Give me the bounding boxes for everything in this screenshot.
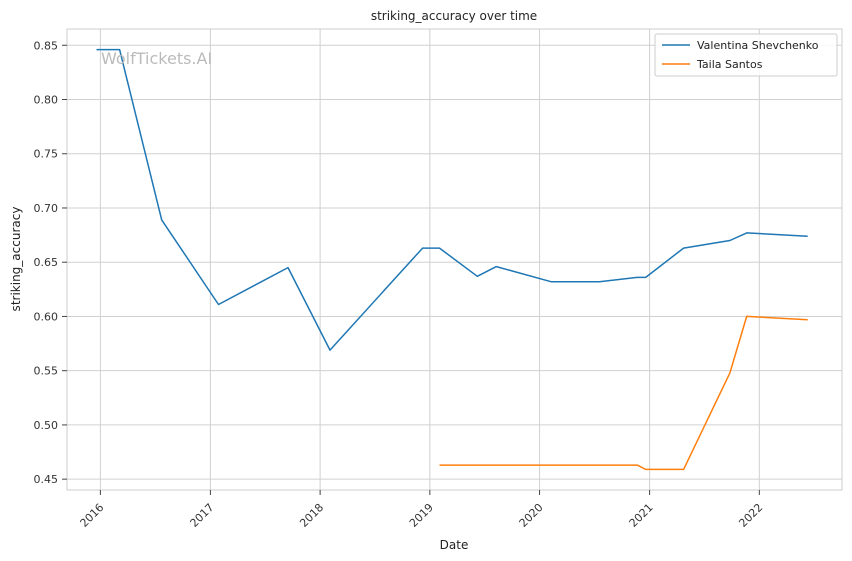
x-axis-label: Date <box>440 538 469 552</box>
watermark: WolfTickets.AI <box>101 49 212 68</box>
y-axis-ticks: 0.45 0.50 0.55 0.60 0.65 0.70 0.75 0.80 0.85 <box>34 39 67 486</box>
legend-label-taila: Taila Santos <box>696 58 763 71</box>
grid <box>67 29 842 490</box>
y-tick-label: 0.75 <box>34 148 59 161</box>
series-line-1 <box>439 315 808 471</box>
chart-title: striking_accuracy over time <box>371 9 537 23</box>
y-tick-label: 0.60 <box>34 310 59 323</box>
y-tick-label: 0.50 <box>34 419 59 432</box>
y-tick-label: 0.70 <box>34 202 59 215</box>
legend-box <box>654 33 838 77</box>
series-line-0 <box>96 48 808 351</box>
y-axis-label: striking_accuracy <box>9 207 23 312</box>
legend: Valentina Shevchenko Taila Santos <box>654 33 838 77</box>
y-tick-label: 0.55 <box>34 365 59 378</box>
legend-label-valentina: Valentina Shevchenko <box>697 39 819 52</box>
plot-area-frame <box>66 28 843 491</box>
y-tick-label: 0.80 <box>34 94 59 107</box>
y-tick-label: 0.85 <box>34 39 59 52</box>
y-tick-label: 0.45 <box>34 473 59 486</box>
series-lines <box>96 48 808 471</box>
y-tick-label: 0.65 <box>34 256 59 269</box>
